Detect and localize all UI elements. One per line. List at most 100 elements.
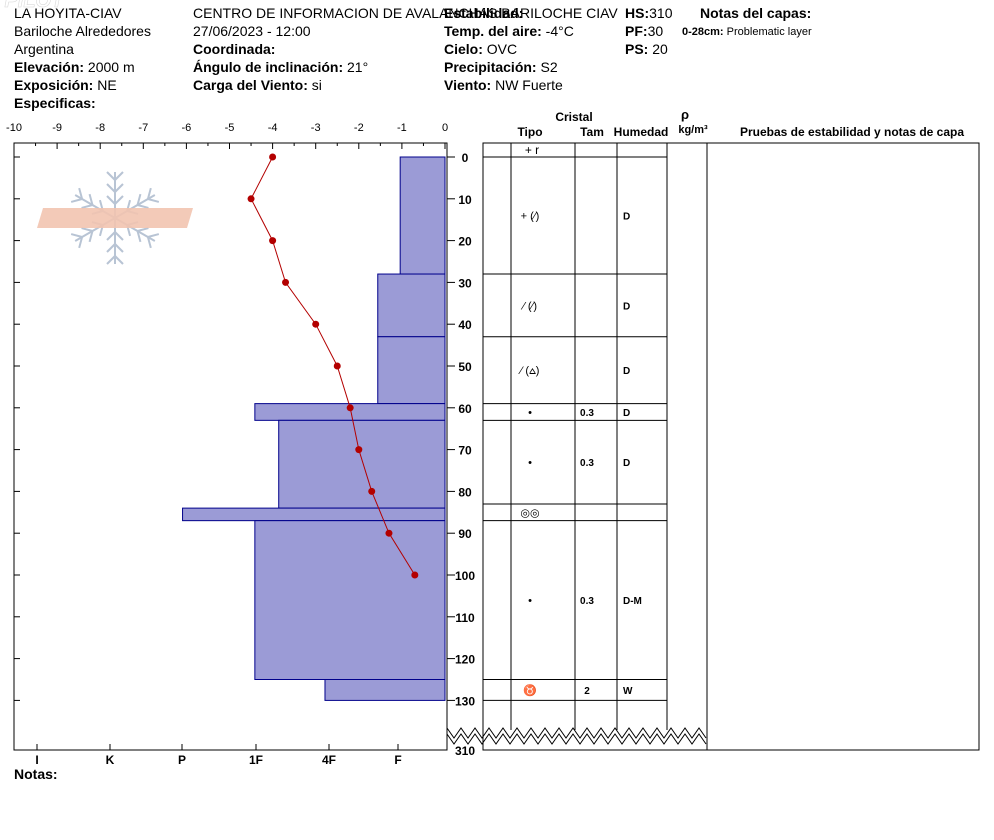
chart-frame [13, 142, 448, 751]
snowflake-branch [88, 230, 94, 243]
hardness-bar [324, 679, 446, 701]
elevation-field: Elevación: 2000 m [14, 59, 135, 75]
type-header: Tipo [517, 125, 542, 139]
layer-type: • [528, 457, 532, 469]
snowflake-branch [136, 230, 142, 243]
snowflake-branch [106, 171, 116, 181]
hardness-bar [182, 507, 446, 522]
layer-size: 0.3 [580, 458, 594, 469]
temperature-point [368, 487, 376, 495]
snowflake-branch [114, 243, 124, 253]
temperature-point [247, 195, 255, 203]
depth-tick-label: 100 [455, 569, 475, 583]
hardness-label: I [35, 753, 38, 767]
snowflake-branch [78, 187, 84, 200]
snowflake-branch [106, 183, 116, 193]
layer-size: 0.3 [580, 596, 594, 607]
snowflake-branch [114, 195, 124, 205]
snowflake-branch [106, 243, 116, 253]
layer-type: ⁄ (⁄) [520, 300, 537, 312]
depth-tick-label: 130 [455, 694, 475, 708]
snowflake-branch [81, 227, 93, 232]
layer-size: 0.3 [580, 408, 594, 419]
depth-total-label: 310 [455, 744, 475, 758]
snowflake-branch [136, 193, 142, 206]
snowflake-branch [147, 198, 160, 203]
wind-value: NW Fuerte [495, 77, 563, 93]
hardness-label: F [394, 753, 401, 767]
snowflake-branch [137, 204, 149, 209]
sky-field: Cielo: OVC [444, 41, 518, 57]
notes-label: Notas: [14, 766, 58, 782]
ps-value: 20 [652, 41, 668, 57]
snowflake-branch [114, 183, 124, 193]
snowflake-branch [70, 198, 83, 203]
hardness-label: 4F [322, 753, 336, 767]
depth-tick-label: 20 [458, 235, 472, 249]
logo-banner [37, 208, 193, 228]
depth-break-zigzag [446, 733, 707, 745]
density-header: ρ [681, 107, 689, 122]
layer-type: ⁄ (⩟) [518, 365, 540, 377]
depth-tick-label: 10 [458, 193, 472, 207]
sky-value: OVC [486, 41, 518, 57]
layer-note: 0-28cm: Problematic layer [682, 26, 812, 38]
hs-value: 310 [649, 5, 673, 21]
layer-type: • [528, 595, 532, 607]
specifics-label: Especificas: [14, 95, 96, 111]
humidity-header: Humedad [614, 125, 669, 139]
layer-humidity: D [623, 301, 630, 312]
center-name: CENTRO DE INFORMACION DE AVALANCHAS BARI… [193, 5, 618, 21]
layer-humidity: D [623, 366, 630, 377]
temp-tick-label: -8 [95, 122, 105, 134]
exposure-value: NE [97, 77, 117, 93]
snowflake-branch [81, 204, 93, 209]
temperature-point [269, 237, 277, 245]
slope-field: Ángulo de inclinación: 21° [193, 59, 369, 75]
stability-label: Estabilidad: [444, 5, 524, 21]
hardness-label: P [178, 753, 186, 767]
size-header: Tam [580, 125, 604, 139]
temperature-point [312, 320, 320, 328]
snowflake-branch [146, 187, 152, 200]
depth-break-zigzag [446, 727, 707, 739]
temperature-point [282, 278, 290, 286]
ps-field: PS: 20 [625, 41, 668, 57]
snowflake-branch [147, 233, 160, 238]
snowflake-branch [70, 233, 83, 238]
hardness-bar [254, 520, 446, 680]
temp-tick-label: -4 [268, 122, 278, 134]
snowflake-branch [114, 231, 124, 241]
exposure-field: Exposición: NE [14, 77, 117, 93]
depth-tick-label: 90 [458, 527, 472, 541]
snowflake-branch [114, 255, 124, 265]
region-name: Bariloche Alrededores [14, 23, 151, 39]
depth-tick-label: 30 [458, 276, 472, 290]
logo-text: SNOW PILOT [0, 0, 65, 12]
temp-tick-label: -7 [138, 122, 148, 134]
depth-tick-label: 70 [458, 444, 472, 458]
snowflake-branch [78, 236, 84, 249]
wind-field: Viento: NW Fuerte [444, 77, 563, 93]
tests-header: Pruebas de estabilidad y notas de capa [740, 125, 964, 139]
temp-tick-label: -10 [6, 122, 22, 134]
layer-type: • [528, 407, 532, 419]
hardness-bar [399, 156, 446, 275]
temp-tick-label: -9 [52, 122, 62, 134]
hardness-bar [377, 336, 446, 405]
layer-type: + (⁄) [521, 211, 540, 223]
layer-humidity: D [623, 408, 630, 419]
temperature-point [355, 446, 363, 454]
air-temp-value: -4°C [545, 23, 574, 39]
layer-type: ♉ [523, 684, 537, 697]
snowpilot-logo [37, 171, 193, 265]
temp-tick-label: -2 [354, 122, 364, 134]
depth-tick-label: 110 [455, 611, 475, 625]
depth-tick-label: 120 [455, 653, 475, 667]
temperature-point [269, 153, 277, 161]
depth-tick-label: 80 [458, 485, 472, 499]
hardness-bar [278, 419, 446, 509]
snowflake-branch [114, 171, 124, 181]
depth-tick-label: 60 [458, 402, 472, 416]
